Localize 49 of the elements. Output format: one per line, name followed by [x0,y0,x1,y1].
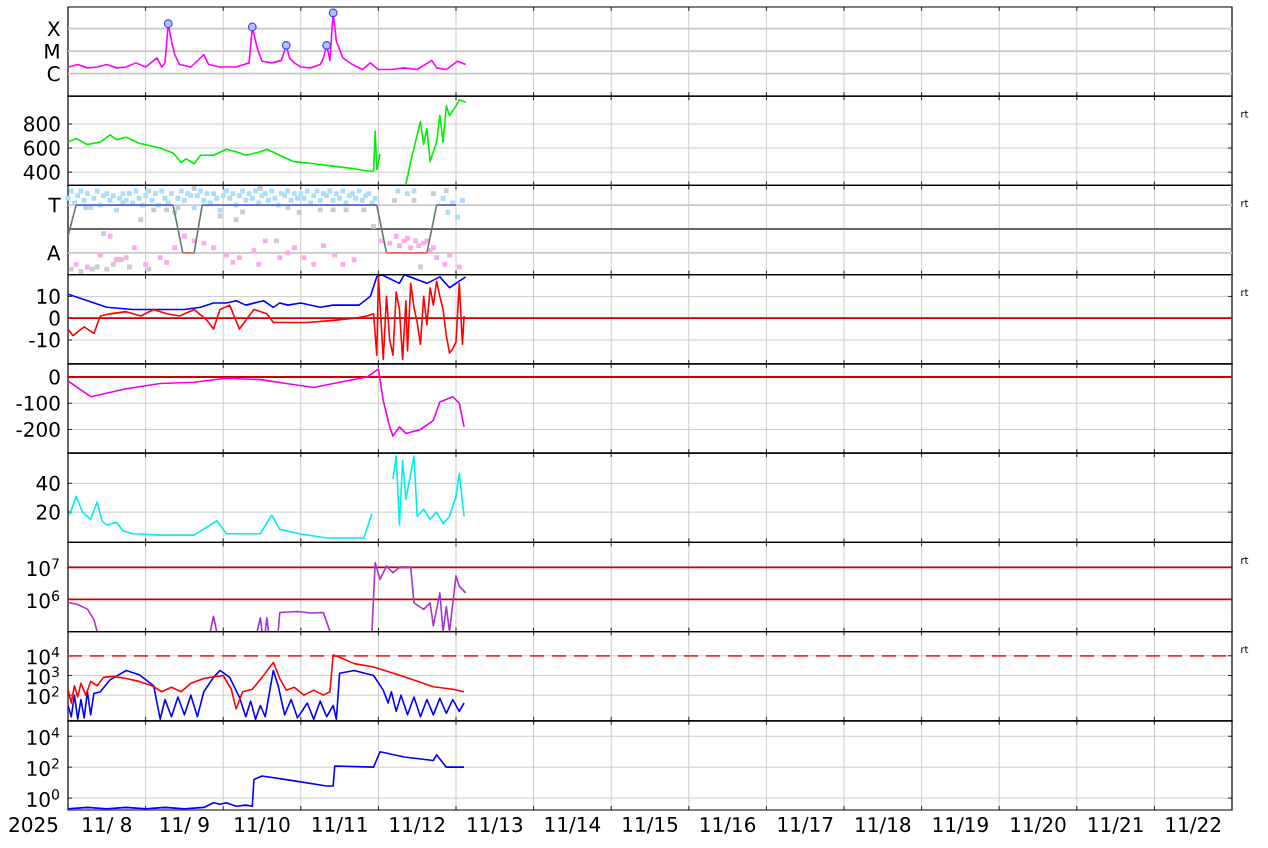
y-tick-label: 40 [36,475,60,491]
x-tick-label: 11/15 [623,817,678,834]
ref-line-label: M [45,43,59,59]
point [322,40,332,50]
x-tick-label: 11/10 [235,817,290,834]
x-tick-label: 11/ 9 [160,817,209,834]
y-tick-label: -200 [16,421,60,438]
y-tick-label: 10$^{4}$ [27,646,60,665]
y-tick-label: 800 [24,116,60,132]
x-tick-label: 11/21 [1088,817,1143,834]
line-series [68,654,465,710]
x-tick-label: 11/12 [390,817,445,834]
y-tick-label: 600 [24,140,60,156]
ref-line-label: X [47,21,60,36]
x-tick-label: 11/20 [1011,817,1066,834]
x-tick-label: 11/13 [468,817,523,834]
y-tick-label: 10 [37,288,60,304]
line-series [68,669,465,721]
y-tick-label: 0 [49,310,60,326]
point [247,22,257,32]
point [281,40,291,50]
y-tick-label: 10$^{2}$ [27,686,59,705]
y-tick-label: 20 [36,504,60,520]
y-tick-label: -100 [16,395,60,411]
point [328,8,338,18]
x-tick-label: 11/18 [856,817,911,834]
ref-line-label: T [48,197,61,213]
line-series [68,368,465,437]
line-series [68,750,465,810]
point [163,19,173,29]
y-tick-label: 10$^{3}$ [27,666,59,685]
x-tick-label: 11/11 [312,817,367,834]
x-tick-label: 11/22 [1166,817,1221,834]
y-tick-label: 10$^{6}$ [27,590,60,609]
x-tick-label: 11/14 [545,817,601,834]
ref-line-label: C [47,66,60,82]
ref-line-label: A [47,245,61,261]
y-tick-label: 400 [23,164,60,180]
y-tick-label: 10$^{7}$ [27,558,59,577]
y-tick-label: -10 [29,332,60,348]
x-tick-label: 11/19 [933,817,988,834]
y-tick-label: 10$^{4}$ [27,727,60,746]
y-tick-label: 10$^{0}$ [27,789,59,808]
x-tick-label: 11/ 8 [83,817,132,834]
x-tick-label: 11/17 [778,817,833,834]
y-tick-label: 0 [49,369,60,385]
x-tick-label: 11/16 [700,817,756,834]
x-axis-title: 2025 [9,817,58,833]
y-tick-label: 10$^{2}$ [27,758,59,777]
